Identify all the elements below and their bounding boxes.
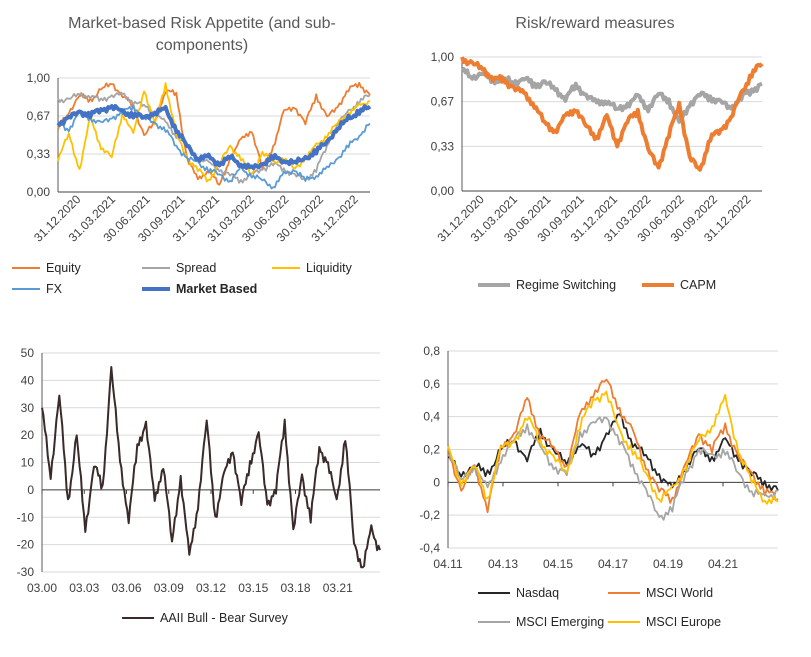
series-line-liquidity bbox=[57, 82, 371, 183]
y-tick-label: 50 bbox=[21, 346, 35, 360]
y-tick-label: -0,2 bbox=[419, 508, 440, 522]
chart2-title: Risk/reward measures bbox=[515, 15, 674, 32]
y-tick-label: 0,33 bbox=[431, 139, 455, 153]
y-tick-label: 1,00 bbox=[431, 50, 455, 64]
y-tick-label: 20 bbox=[21, 428, 35, 442]
chart-panel-aaii: 50 40 30 20 10 0 -10 -20 -30 03.00 03.03 03.06 03.0… bbox=[17, 346, 381, 625]
x-tick-label: 04.19 bbox=[653, 557, 683, 571]
chart-panel-msci: 0,8 0,6 0,4 0,2 0 -0,2 -0,4 04.11 04.13 04.15 04.… bbox=[419, 344, 779, 629]
y-tick-label: 0 bbox=[433, 475, 440, 489]
x-tick-label: 04.13 bbox=[488, 557, 518, 571]
chart1-title-line2: components) bbox=[156, 37, 249, 54]
x-tick-label: 03.06 bbox=[111, 581, 141, 595]
y-tick-label: -10 bbox=[17, 510, 35, 524]
chart1-title-line1: Market-based Risk Appetite (and sub- bbox=[68, 15, 336, 32]
y-tick-label: 0,4 bbox=[423, 410, 440, 424]
legend-label: Market Based bbox=[176, 282, 257, 296]
y-tick-label: -0,4 bbox=[419, 541, 440, 555]
y-tick-label: 10 bbox=[21, 456, 35, 470]
x-tick-label: 03.12 bbox=[196, 581, 226, 595]
legend-label: CAPM bbox=[680, 278, 716, 292]
x-tick-label: 04.15 bbox=[543, 557, 573, 571]
y-tick-label: 0,67 bbox=[27, 109, 51, 123]
series-line-fx bbox=[57, 104, 371, 190]
x-tick-label: 03.21 bbox=[323, 581, 353, 595]
legend-label: MSCI Europe bbox=[646, 615, 721, 629]
x-tick-label: 03.03 bbox=[69, 581, 99, 595]
legend-label: MSCI Emerging bbox=[516, 615, 604, 629]
y-tick-label: 0,33 bbox=[27, 147, 51, 161]
series-line-equity bbox=[57, 81, 371, 186]
y-tick-label: 0 bbox=[27, 483, 34, 497]
series-line-msci-emerging bbox=[447, 416, 779, 521]
legend-label: MSCI World bbox=[646, 586, 713, 600]
legend-label: Spread bbox=[176, 261, 216, 275]
y-tick-label: 1,00 bbox=[27, 71, 51, 85]
legend-label: Liquidity bbox=[306, 261, 353, 275]
series-line-aaii-bull---bear-survey bbox=[41, 366, 381, 569]
y-tick-label: 0,8 bbox=[423, 344, 440, 358]
x-tick-label: 04.21 bbox=[708, 557, 738, 571]
legend-label: Nasdaq bbox=[516, 586, 559, 600]
chart-panel-risk-appetite: Market-based Risk Appetite (and sub- com… bbox=[12, 15, 372, 296]
series-line-capm bbox=[460, 56, 764, 172]
x-tick-label: 04.17 bbox=[598, 557, 628, 571]
y-tick-label: 40 bbox=[21, 373, 35, 387]
series-line-market-based bbox=[56, 104, 372, 171]
legend-label: AAII Bull - Bear Survey bbox=[160, 611, 289, 625]
legend-label: Equity bbox=[46, 261, 81, 275]
y-tick-label: -20 bbox=[17, 538, 35, 552]
legend-label: FX bbox=[46, 282, 63, 296]
y-tick-label: 0,6 bbox=[423, 377, 440, 391]
series-line-regime-switching bbox=[460, 67, 763, 124]
y-tick-label: 0,00 bbox=[431, 184, 455, 198]
x-tick-label: 03.09 bbox=[154, 581, 184, 595]
x-tick-label: 04.11 bbox=[433, 557, 462, 571]
legend-label: Regime Switching bbox=[516, 278, 616, 292]
y-tick-label: 0,67 bbox=[431, 95, 455, 109]
x-tick-label: 03.15 bbox=[238, 581, 268, 595]
series-line-msci-world bbox=[447, 378, 779, 514]
y-tick-label: -30 bbox=[17, 565, 35, 579]
series-line-msci-europe bbox=[447, 390, 779, 505]
x-tick-label: 03.18 bbox=[280, 581, 310, 595]
chart-panel-risk-reward: Risk/reward measures 1,000,670,330,00 31… bbox=[431, 15, 764, 292]
y-tick-label: 0,2 bbox=[423, 443, 440, 457]
x-tick-label: 03.00 bbox=[27, 581, 57, 595]
y-tick-label: 30 bbox=[21, 401, 35, 415]
y-tick-label: 0,00 bbox=[27, 185, 51, 199]
